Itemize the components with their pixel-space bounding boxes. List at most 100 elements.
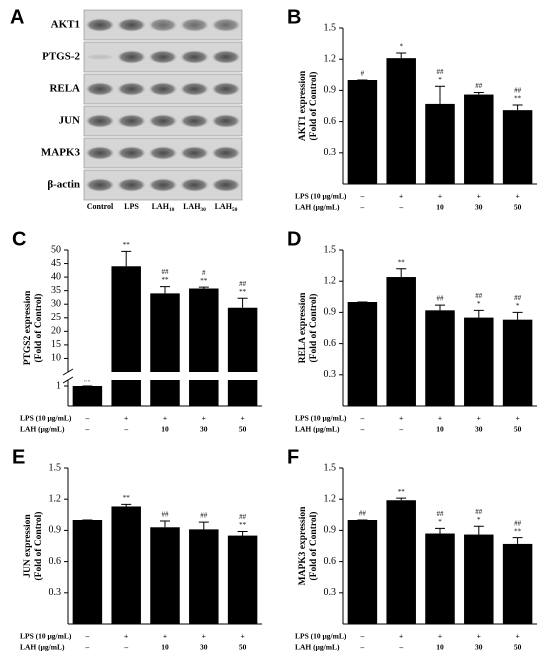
y-tick-label: 40 [51, 271, 61, 282]
significance-mark: ** [514, 527, 522, 535]
condition-value: 50 [514, 643, 522, 652]
y-tick-label: 45 [51, 258, 61, 269]
condition-label: LPS (10 μg/mL) [20, 632, 72, 641]
blot-band [179, 178, 210, 192]
lane-sub: 50 [232, 207, 238, 213]
condition-value: + [515, 632, 519, 641]
chart-panel: F MAPK3 expression (Fold of Control) 0.3 0.6… [287, 446, 537, 652]
protein-label: RELA [49, 83, 80, 95]
blot-band [85, 18, 115, 32]
condition-value: 10 [161, 425, 169, 434]
condition-value: 50 [514, 203, 522, 212]
significance-mark: ## [437, 510, 445, 518]
condition-value: + [399, 192, 403, 201]
blot-band [179, 18, 210, 32]
y-tick-label: 0.3 [324, 369, 337, 380]
error-bar [237, 297, 248, 308]
bar [502, 319, 533, 406]
condition-value: + [515, 414, 519, 423]
protein-label: JUN [59, 115, 80, 127]
condition-value: + [240, 632, 244, 641]
blot-band [116, 82, 147, 96]
condition-value: + [163, 414, 167, 423]
error-bar [396, 52, 407, 59]
significance-mark: ## [514, 87, 522, 95]
blot-band [179, 82, 210, 96]
condition-value: – [360, 192, 365, 201]
lane-label: LAH30 [183, 202, 206, 213]
condition-label: LAH (μg/mL) [295, 643, 340, 652]
condition-value: + [240, 414, 244, 423]
bar [502, 110, 533, 184]
bar [425, 533, 455, 624]
significance-mark: ## [162, 268, 170, 276]
lane-name: LAH [152, 202, 170, 211]
y-tick-label: 1.5 [324, 244, 337, 255]
condition-value: + [124, 632, 128, 641]
condition-value: 30 [200, 425, 208, 434]
bar [150, 527, 180, 624]
blot-band [85, 178, 115, 192]
condition-value: + [515, 192, 519, 201]
y-tick-label: 25 [51, 312, 61, 323]
significance-mark: * [477, 516, 481, 524]
y-axis-label: AKT1 expression [298, 70, 308, 141]
bar [189, 529, 219, 624]
condition-value: + [438, 414, 442, 423]
bar [72, 520, 103, 624]
error-bar [473, 91, 484, 95]
y-tick-label: 0.3 [324, 147, 337, 158]
lane-label: LAH10 [152, 202, 175, 213]
significance-mark: ** [123, 494, 131, 502]
condition-value: – [360, 414, 365, 423]
condition-value: 10 [436, 643, 444, 652]
significance-mark: ## [475, 292, 483, 300]
protein-label: β-actin [47, 179, 80, 191]
y-axis-label: (Fold of Control) [33, 294, 44, 363]
blot-band [211, 18, 241, 32]
condition-value: + [202, 414, 206, 423]
blot-band [148, 18, 178, 32]
y-tick-label: 1.2 [324, 493, 337, 504]
error-bar [160, 286, 170, 294]
error-bar [396, 497, 407, 501]
protein-label: MAPK3 [41, 147, 81, 159]
bar [189, 288, 219, 406]
error-bar [121, 503, 132, 507]
chart-panel: D RELA expression (Fold of Control) 0.3 0.6 0… [287, 228, 537, 434]
error-bar [512, 311, 523, 320]
y-tick-label: 1.5 [324, 22, 337, 33]
significance-mark: ## [475, 508, 483, 516]
bar [150, 293, 180, 406]
y-tick-label: 0.9 [324, 307, 337, 318]
protein-label: PTGS-2 [42, 51, 80, 63]
y-tick-label: 0.3 [49, 587, 62, 598]
significance-mark: * [477, 300, 481, 308]
error-bar [237, 530, 248, 536]
blot-band [116, 18, 147, 32]
panel-label: E [12, 446, 25, 468]
blot-band [85, 114, 115, 128]
condition-value: + [438, 192, 442, 201]
bar [227, 307, 258, 406]
bar [227, 535, 258, 624]
condition-value: + [399, 414, 403, 423]
bar [386, 58, 416, 184]
blot-band [211, 82, 241, 96]
error-bar [473, 525, 484, 535]
panel-label: F [287, 446, 299, 468]
bar [347, 80, 378, 184]
condition-value: – [123, 425, 128, 434]
significance-mark: ## [162, 511, 170, 519]
blot-band [211, 50, 241, 64]
error-bar [435, 527, 445, 534]
y-tick-label: 1.2 [49, 493, 62, 504]
y-axis-label: (Fold of Control) [308, 72, 319, 141]
error-bar [160, 520, 170, 528]
y-axis-label: RELA expression [298, 292, 308, 364]
y-tick-label: 10 [51, 353, 61, 364]
condition-value: + [202, 632, 206, 641]
blot-band [148, 50, 178, 64]
y-tick-label: 1.2 [324, 275, 337, 286]
error-bar [512, 537, 523, 544]
